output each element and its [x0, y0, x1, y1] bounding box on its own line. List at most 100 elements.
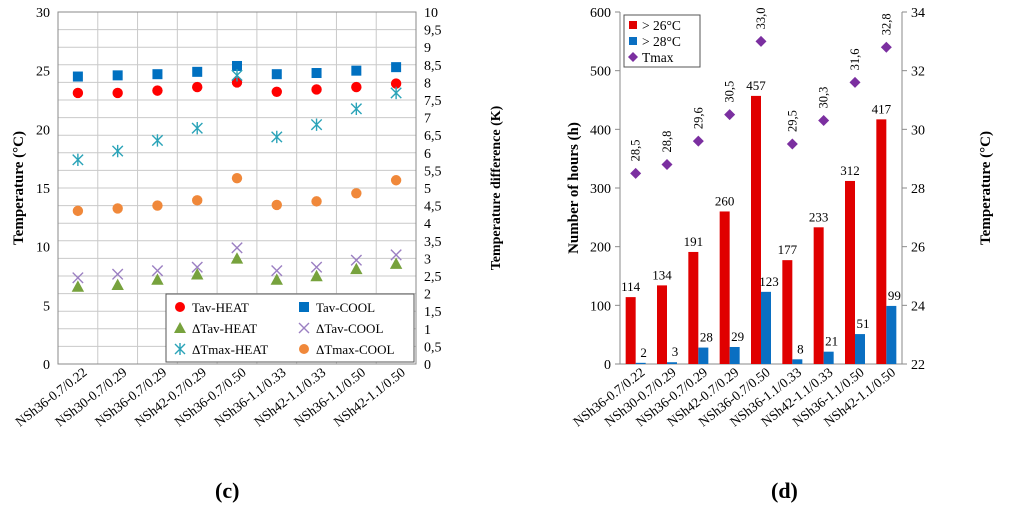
series-ΔTmax-COOL: [72, 172, 402, 217]
y-tick-label: 0: [43, 358, 50, 373]
data-point: [390, 175, 402, 186]
bar: [625, 297, 636, 364]
y-tick-label: 200: [590, 241, 611, 256]
bar-label: 29: [731, 329, 744, 344]
data-point: [755, 35, 767, 47]
data-point: [350, 254, 363, 266]
legend: Tav-HEAT Tav-COOL ΔTav-HEAT ΔTav-COOL ΔTmax-…: [165, 293, 415, 363]
data-point: [724, 109, 736, 121]
legend-box: [165, 293, 415, 363]
data-point: [231, 77, 243, 88]
y2-tick-label: 8,5: [424, 59, 442, 74]
data-point: [71, 280, 85, 292]
bar: [792, 359, 803, 364]
data-point: [351, 81, 362, 93]
legend-marker: [298, 322, 310, 334]
plot-frame: [57, 11, 417, 365]
data-point: [310, 118, 323, 131]
data-point: [786, 138, 798, 150]
data-point: [661, 159, 673, 171]
bar: [751, 95, 761, 364]
bar-label: 8: [797, 341, 804, 356]
legend-label: > 28°C: [642, 34, 681, 49]
point-label: 32,8: [879, 13, 893, 35]
y-tick-label: 0: [604, 358, 611, 373]
bar: [855, 334, 865, 364]
data-point: [849, 76, 861, 88]
left-ticks: 0 100 200 300 400 500 600: [590, 6, 620, 373]
data-point: [270, 273, 283, 285]
data-point: [192, 66, 203, 77]
chart-d: 010020030040050060022242628303234NSh36-0…: [566, 6, 994, 429]
y2-tick-label: 30: [911, 123, 925, 138]
bar-label: 114: [621, 279, 641, 294]
bar-label: 457: [746, 78, 766, 93]
y2-tick-label: 9,5: [424, 24, 442, 39]
data-point: [311, 84, 322, 95]
y2-tick-label: 7,5: [424, 94, 442, 109]
y-tick-label: 25: [36, 65, 50, 80]
bar: [657, 285, 667, 364]
data-point: [152, 200, 163, 211]
point-label: 30,3: [817, 87, 831, 109]
legend-marker: [174, 322, 186, 333]
point-label: 29,6: [691, 107, 705, 129]
data-point: [231, 172, 243, 184]
data-point: [111, 278, 124, 290]
series-Tmax: 28,5 28,8 29,6 30,5 33,0 29,5 30,3 31,6 32,8: [629, 7, 893, 179]
y2-tick-label: 6,5: [424, 129, 442, 144]
y2-tick-label: 34: [911, 6, 925, 21]
y2-tick-label: 3: [424, 252, 431, 267]
data-point: [72, 71, 83, 82]
bar-label: 2: [640, 345, 647, 360]
y-tick-label: 20: [36, 123, 50, 138]
data-point: [191, 121, 203, 135]
series-> 26°C: 114 134 191 260 457 177 233 312 417: [621, 78, 892, 364]
legend-label: Tav-COOL: [316, 300, 375, 315]
bar-label: 312: [840, 163, 860, 178]
series-> 28°C: 2 3 28 29 123 8 21 51 99: [635, 274, 901, 364]
data-point: [271, 86, 282, 97]
bar: [876, 119, 887, 364]
bar-label: 28: [700, 330, 713, 345]
legend-marker: [628, 52, 638, 62]
legend-label: ΔTmax-HEAT: [192, 342, 268, 357]
left-ticks: 0 5 10 15 20 25 30: [36, 6, 50, 373]
y-tick-label: 400: [590, 123, 611, 138]
bar: [719, 211, 730, 364]
point-label: 29,5: [785, 110, 799, 132]
series-Tav-HEAT: [72, 77, 402, 99]
bar-label: 3: [672, 344, 679, 359]
legend-marker: [299, 344, 309, 354]
y2-tick-label: 2: [424, 288, 431, 303]
data-point: [151, 134, 164, 147]
y2-tick-label: 6: [424, 147, 431, 162]
data-point: [311, 196, 322, 207]
legend-label: > 26°C: [642, 18, 681, 33]
bar: [698, 347, 709, 364]
y2-tick-label: 1: [424, 323, 431, 338]
bar-label: 233: [809, 209, 829, 224]
y-tick-label: 100: [590, 299, 611, 314]
data-point: [191, 268, 204, 280]
bar-label: 123: [759, 274, 779, 289]
data-point: [390, 86, 402, 100]
series-ΔTav-HEAT: [71, 252, 403, 292]
data-point: [271, 199, 282, 211]
y-tick-label: 30: [36, 6, 50, 21]
point-label: 30,5: [723, 81, 737, 103]
data-point: [230, 252, 244, 264]
y2-tick-label: 0: [424, 358, 431, 373]
data-point: [111, 268, 124, 280]
chart-c: 0 5 10 15 20 25 30 0 0,5 1 1,5 2 2,5 3 3,5 4 4,5 5 5,5 6 6,5…: [11, 6, 504, 429]
y-tick-label: 5: [43, 299, 50, 314]
point-label: 31,6: [848, 49, 862, 71]
y-tick-label: 15: [36, 182, 50, 197]
y2-axis-title: Temperature difference (K): [489, 105, 504, 270]
y2-tick-label: 24: [911, 299, 925, 314]
panel-label-c: (c): [215, 478, 240, 503]
y2-tick-label: 5,5: [424, 164, 442, 179]
data-point: [231, 69, 243, 82]
y2-tick-label: 7: [424, 112, 431, 127]
data-point: [390, 249, 402, 261]
